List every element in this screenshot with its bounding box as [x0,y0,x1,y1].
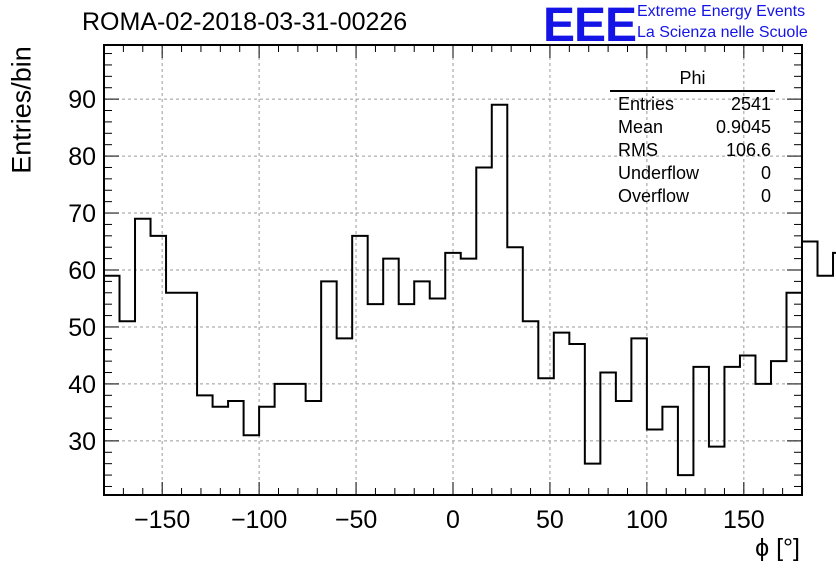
histogram-bin [166,293,182,495]
stats-row-entries: Entries 2541 [610,93,775,116]
histogram-bin [755,384,771,495]
stats-label: Entries [618,94,675,114]
stats-value: 2541 [730,94,771,114]
histogram-bin [507,247,523,495]
histogram-bin [151,236,167,495]
chart-title: ROMA-02-2018-03-31-00226 [82,8,408,36]
stats-row-underflow: Underflow 0 [610,162,775,185]
x-tick-label: 50 [536,506,564,534]
stats-label: Underflow [618,163,700,183]
stats-label: Mean [618,117,664,137]
histogram-bin [585,464,601,495]
histogram-bin [554,333,570,495]
histogram-bin [104,276,120,495]
histogram-bin [197,395,213,495]
histogram-bin [647,429,663,495]
histogram-bin [244,435,260,495]
histogram-bin [523,321,539,495]
y-tick-label: 50 [68,314,96,342]
histogram-bin [616,401,632,495]
histogram-bin [383,259,399,495]
histogram-bin [818,276,834,495]
histogram-bin [492,105,508,495]
histogram-bin [709,447,725,495]
histogram-bin [445,253,461,495]
histogram-bin [786,293,802,495]
histogram-bin [724,367,740,495]
y-tick-label: 80 [68,143,96,171]
histogram-bin [771,361,787,495]
histogram-bin [399,304,415,495]
eee-logo: EEE [543,0,637,52]
y-tick-label: 70 [68,200,96,228]
histogram-bin [275,384,291,495]
stats-value: 0 [760,163,771,183]
histogram-bin [368,304,384,495]
histogram-bin [352,236,368,495]
histogram-bin [290,384,306,495]
histogram-bin [414,281,430,495]
histogram-bin [631,338,647,495]
stats-label: Overflow [618,186,690,206]
x-tick-label: 0 [446,506,460,534]
x-tick-label: −100 [231,506,287,534]
histogram-bin [430,298,446,495]
histogram-bin [306,401,322,495]
histogram-bin [662,407,678,495]
histogram-bin [461,259,477,495]
histogram-bin [120,321,136,495]
histogram-bin [182,293,198,495]
y-tick-label: 90 [68,86,96,114]
histogram-bin [337,338,353,495]
x-axis-label: ϕ [°] [755,534,800,562]
y-tick-label: 30 [68,428,96,456]
histogram-bin [693,367,709,495]
y-tick-label: 60 [68,257,96,285]
stats-row-overflow: Overflow 0 [610,185,775,208]
stats-value: 106.6 [725,140,771,160]
stats-label: RMS [618,140,658,160]
histogram-bin [228,401,244,495]
histogram-bin [259,407,275,495]
logo-line-1: Extreme Energy Events [637,3,806,20]
logo-line-2: La Scienza nelle Scuole [637,24,808,41]
histogram-bin [600,373,616,495]
histogram-bin [740,355,756,495]
x-tick-label: 150 [723,506,765,534]
y-tick-label: 40 [68,371,96,399]
histogram-bin [802,242,818,495]
histogram-bin [135,219,151,495]
histogram-bin [213,407,229,495]
stats-value: 0.9045 [715,117,771,137]
histogram-bin [538,378,554,495]
stats-row-rms: RMS 106.6 [610,139,775,162]
histogram-outline [104,103,836,477]
x-tick-label: −150 [134,506,190,534]
x-tick-label: 100 [626,506,668,534]
stats-title: Phi [610,68,775,92]
histogram-bin [476,167,492,495]
histogram-bin [569,344,585,495]
x-tick-label: −50 [335,506,377,534]
stats-box: Phi Entries 2541 Mean 0.9045 RMS 106.6 Underfl… [610,68,775,208]
stats-row-mean: Mean 0.9045 [610,116,775,139]
histogram-bin [321,281,337,495]
stats-value: 0 [760,186,771,206]
